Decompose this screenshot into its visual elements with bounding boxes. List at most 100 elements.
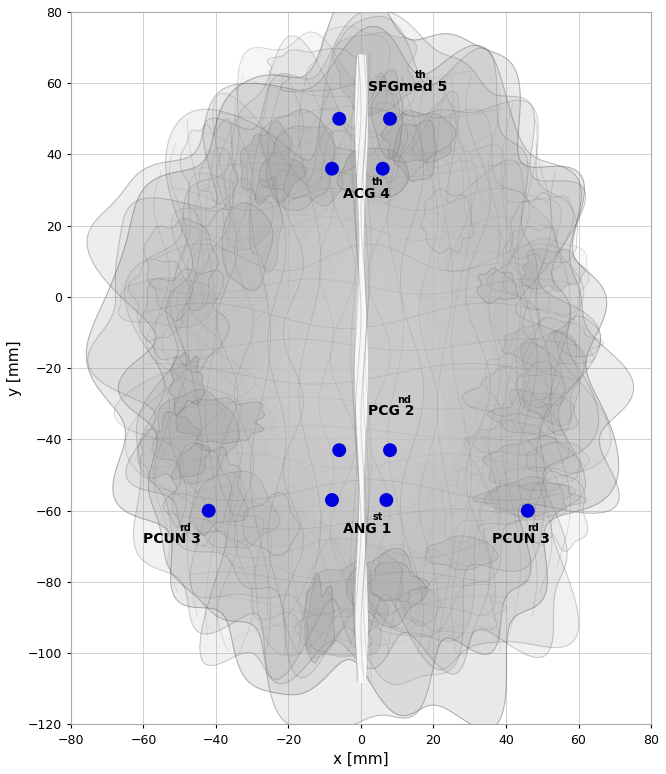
Polygon shape xyxy=(176,148,549,631)
Polygon shape xyxy=(502,226,561,293)
Polygon shape xyxy=(198,143,527,587)
Text: PCUN 3: PCUN 3 xyxy=(492,533,549,546)
Polygon shape xyxy=(172,443,232,546)
Polygon shape xyxy=(216,190,495,560)
Polygon shape xyxy=(163,444,248,536)
Text: st: st xyxy=(372,512,382,522)
Polygon shape xyxy=(87,26,633,728)
Polygon shape xyxy=(371,70,403,159)
Polygon shape xyxy=(521,248,585,291)
Text: rd: rd xyxy=(527,522,539,533)
Polygon shape xyxy=(521,330,580,426)
Polygon shape xyxy=(222,203,272,291)
Polygon shape xyxy=(243,492,300,556)
Polygon shape xyxy=(337,149,408,197)
Polygon shape xyxy=(139,269,229,373)
Polygon shape xyxy=(242,208,500,545)
Polygon shape xyxy=(114,32,611,652)
X-axis label: x [mm]: x [mm] xyxy=(333,752,389,767)
Polygon shape xyxy=(129,259,190,341)
Point xyxy=(203,505,214,517)
Polygon shape xyxy=(393,120,436,181)
Point xyxy=(334,113,344,125)
Polygon shape xyxy=(248,223,446,508)
Text: SFGmed 5: SFGmed 5 xyxy=(368,80,448,94)
Point xyxy=(522,505,533,517)
Polygon shape xyxy=(294,608,378,656)
Polygon shape xyxy=(306,26,390,136)
Polygon shape xyxy=(260,110,335,211)
Polygon shape xyxy=(240,122,306,204)
Polygon shape xyxy=(472,483,587,516)
Polygon shape xyxy=(169,352,204,415)
Polygon shape xyxy=(125,36,585,685)
Polygon shape xyxy=(176,398,265,444)
Point xyxy=(385,444,396,457)
Polygon shape xyxy=(260,208,492,514)
Polygon shape xyxy=(125,94,563,656)
Polygon shape xyxy=(515,361,565,408)
Polygon shape xyxy=(554,316,601,357)
Text: ACG 4: ACG 4 xyxy=(343,187,390,200)
Polygon shape xyxy=(198,147,237,204)
Polygon shape xyxy=(517,331,584,435)
Polygon shape xyxy=(502,317,603,372)
Polygon shape xyxy=(382,111,456,163)
Polygon shape xyxy=(531,471,588,552)
Point xyxy=(385,113,396,125)
Polygon shape xyxy=(223,178,274,250)
Polygon shape xyxy=(426,536,498,570)
Polygon shape xyxy=(364,73,408,182)
Polygon shape xyxy=(190,471,280,548)
Polygon shape xyxy=(119,278,214,327)
Polygon shape xyxy=(346,548,427,627)
Polygon shape xyxy=(442,467,501,543)
Y-axis label: y [mm]: y [mm] xyxy=(7,341,22,396)
Text: PCUN 3: PCUN 3 xyxy=(143,533,201,546)
Polygon shape xyxy=(332,33,416,117)
Polygon shape xyxy=(224,173,506,573)
Polygon shape xyxy=(477,269,518,303)
Polygon shape xyxy=(466,420,556,455)
Polygon shape xyxy=(140,412,210,479)
Polygon shape xyxy=(259,126,362,206)
Polygon shape xyxy=(486,353,526,409)
Polygon shape xyxy=(88,9,599,684)
Polygon shape xyxy=(180,118,238,227)
Polygon shape xyxy=(147,100,569,657)
Polygon shape xyxy=(304,573,334,663)
Text: ANG 1: ANG 1 xyxy=(343,522,391,536)
Polygon shape xyxy=(133,16,601,680)
Point xyxy=(334,444,344,457)
Polygon shape xyxy=(483,437,582,491)
Polygon shape xyxy=(87,0,619,729)
Polygon shape xyxy=(488,389,578,436)
Text: PCG 2: PCG 2 xyxy=(368,404,415,418)
Polygon shape xyxy=(197,156,501,611)
Polygon shape xyxy=(366,563,430,601)
Polygon shape xyxy=(526,443,589,473)
Polygon shape xyxy=(144,218,218,320)
Polygon shape xyxy=(152,389,239,484)
Point xyxy=(326,494,337,506)
Polygon shape xyxy=(304,560,388,657)
Text: rd: rd xyxy=(178,522,190,533)
Polygon shape xyxy=(267,49,365,92)
Polygon shape xyxy=(400,587,442,626)
Text: nd: nd xyxy=(398,395,412,405)
Text: th: th xyxy=(372,177,384,187)
Polygon shape xyxy=(406,75,452,160)
Polygon shape xyxy=(510,193,578,264)
Polygon shape xyxy=(408,584,507,633)
Point xyxy=(378,163,388,175)
Point xyxy=(381,494,392,506)
Polygon shape xyxy=(155,84,549,629)
Point xyxy=(326,163,337,175)
Polygon shape xyxy=(484,477,575,518)
Polygon shape xyxy=(249,177,282,272)
Polygon shape xyxy=(371,553,403,601)
Polygon shape xyxy=(462,367,552,418)
Polygon shape xyxy=(421,189,474,253)
Polygon shape xyxy=(187,239,228,307)
Text: th: th xyxy=(415,70,427,80)
